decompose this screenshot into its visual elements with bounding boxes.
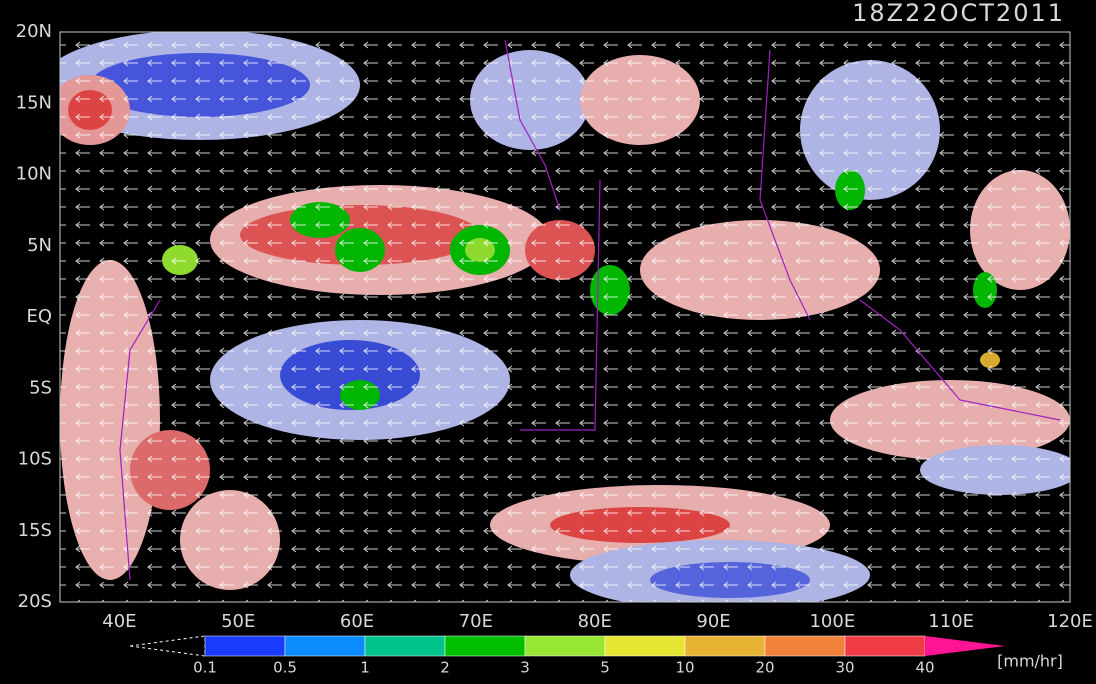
map-field: [60, 32, 1070, 602]
colorbar-tick-label: 3: [520, 659, 530, 677]
colorbar-tick-label: 20: [755, 659, 774, 677]
lon-label: 70E: [459, 611, 493, 632]
lon-label: 50E: [221, 611, 255, 632]
lat-label: 5S: [29, 377, 52, 398]
colorbar-segment: [444, 635, 526, 657]
map-frame: [59, 31, 1071, 603]
colorbar-tick-label: 5: [600, 659, 610, 677]
colorbar-unit: [mm/hr]: [997, 652, 1063, 671]
lon-label: 90E: [696, 611, 730, 632]
colorbar-tick-label: 0.1: [193, 659, 217, 677]
colorbar-segment: [524, 635, 606, 657]
lon-label: 40E: [102, 611, 136, 632]
colorbar-tick-label: 1: [360, 659, 370, 677]
colorbar-segment: [284, 635, 366, 657]
colorbar-over-triangle: [925, 636, 1005, 656]
lon-label: 110E: [928, 611, 974, 632]
lat-label: 5N: [27, 235, 52, 256]
lon-label: 120E: [1047, 611, 1093, 632]
lon-label: 80E: [578, 611, 612, 632]
lat-label: 15S: [18, 520, 52, 541]
lon-label: 100E: [809, 611, 855, 632]
lat-label: EQ: [26, 306, 52, 327]
lat-label: 20N: [16, 21, 52, 42]
colorbar-tick-label: 10: [675, 659, 694, 677]
map-timestamp: 18Z22OCT2011: [852, 0, 1065, 27]
colorbar-tick-label: 40: [915, 659, 934, 677]
colorbar-segment: [604, 635, 686, 657]
lon-label: 60E: [340, 611, 374, 632]
colorbar-segment: [204, 635, 286, 657]
colorbar-tick-label: 0.5: [273, 659, 297, 677]
colorbar-tick-label: 30: [835, 659, 854, 677]
lat-label: 10N: [16, 164, 52, 185]
lat-label: 20S: [18, 591, 52, 612]
colorbar-segment: [684, 635, 766, 657]
colorbar-segment: [764, 635, 846, 657]
colorbar-under-triangle: [129, 635, 206, 657]
lat-label: 10S: [18, 449, 52, 470]
colorbar-segment: [364, 635, 446, 657]
lat-label: 15N: [16, 92, 52, 113]
colorbar-tick-label: 2: [440, 659, 450, 677]
colorbar-segment: [844, 635, 926, 657]
